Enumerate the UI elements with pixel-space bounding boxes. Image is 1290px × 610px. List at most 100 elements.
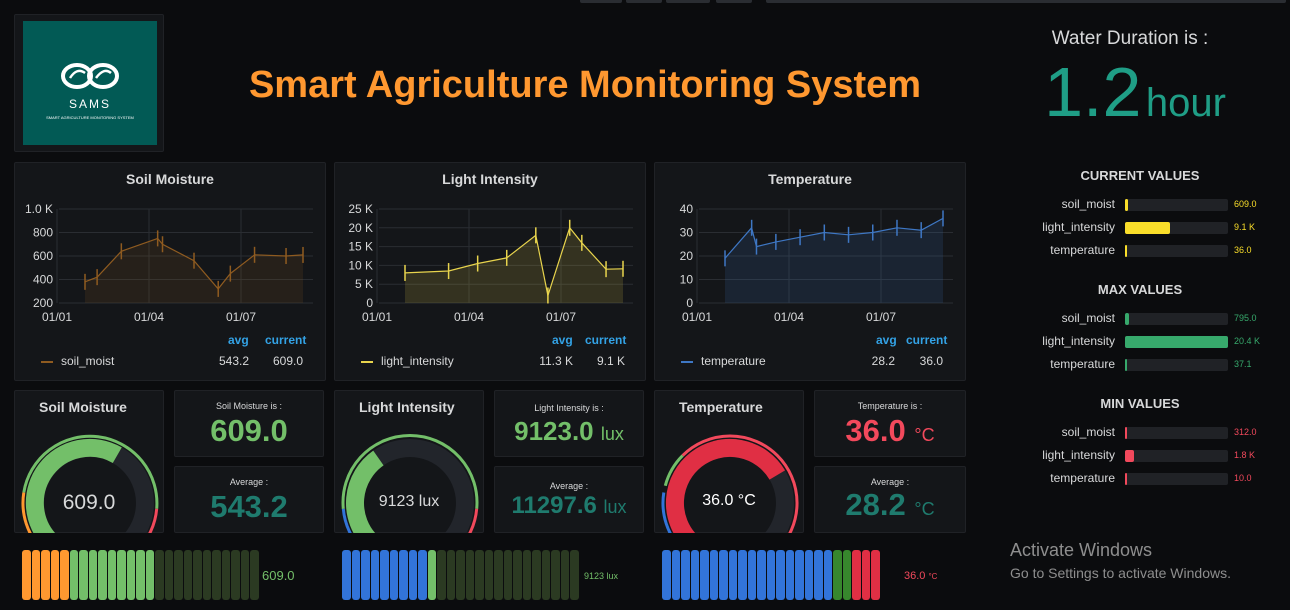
lcd-bar-number: 36.0 — [904, 570, 926, 582]
stat-panel-light-intensity-current[interactable]: Light Intensity is : 9123.0 lux — [494, 390, 644, 457]
bar-gauge-value: 20.4 K — [1234, 336, 1261, 346]
toolbar-button[interactable] — [716, 0, 752, 3]
lcd-cell — [126, 550, 135, 600]
temperature-graph[interactable]: 40 30 20 10 001/01 01/04 01/07 — [655, 193, 967, 353]
lcd-cell — [427, 550, 436, 600]
lcd-cell — [88, 550, 97, 600]
stat-panel-soil-moisture-average[interactable]: Average : 543.2 — [174, 466, 324, 533]
lcd-cell — [60, 550, 69, 600]
bar-gauge-row-light-intensity[interactable]: light_intensity 9.1 K — [1030, 219, 1280, 237]
bar-gauge-value: 36.0 — [1234, 245, 1252, 255]
series-area — [85, 238, 303, 303]
temperature-gauge — [661, 434, 799, 533]
gauge-panel-soil-moisture[interactable]: Soil Moisture 609.0 — [14, 390, 164, 533]
bar-gauge-track — [1125, 313, 1228, 325]
legend-series-name[interactable]: light_intensity — [381, 354, 454, 368]
lcd-cell — [437, 550, 446, 600]
legend-current-value: 36.0 — [919, 354, 943, 368]
graph-panel-temperature[interactable]: Temperature 40 30 20 10 0 01/01 01/04 01/07 avg… — [654, 162, 966, 381]
graph-panel-soil-moisture[interactable]: Soil Moisture 1.0 K 800 600 400 200 01/01 01/0… — [14, 162, 326, 381]
legend-current-header: current — [585, 333, 627, 347]
bar-gauge-value: 1.8 K — [1234, 450, 1256, 460]
lcd-cell — [823, 550, 832, 600]
bar-gauge-row-light-intensity[interactable]: light_intensity 20.4 K — [1030, 333, 1280, 351]
lcd-cell — [342, 550, 351, 600]
leaf-logo-icon — [61, 63, 119, 89]
lcd-cell — [671, 550, 680, 600]
lcd-cell — [484, 550, 493, 600]
bar-gauge-row-soil-moist[interactable]: soil_moist 312.0 — [1030, 424, 1280, 442]
lcd-cell — [370, 550, 379, 600]
stat-number: 9123.0 — [514, 416, 594, 446]
legend-series-name[interactable]: temperature — [701, 354, 766, 368]
stat-number: 28.2 — [845, 487, 906, 522]
toolbar-button[interactable] — [580, 0, 622, 3]
gauge-threshold — [21, 492, 32, 533]
toolbar-button[interactable] — [666, 0, 710, 3]
lcd-cell — [155, 550, 164, 600]
x-tick-label: 01/01 — [42, 310, 72, 324]
gauge-panel-light-intensity[interactable]: Light Intensity 9123 lux — [334, 390, 484, 533]
water-duration-unit: hour — [1145, 81, 1226, 125]
lcd-cell — [690, 550, 699, 600]
gauge-panel-temperature[interactable]: Temperature 36.0 °C — [654, 390, 804, 533]
bar-gauge-track — [1125, 427, 1228, 439]
bar-gauge-fill — [1125, 313, 1130, 325]
bar-gauge-fill — [1125, 450, 1135, 462]
lcd-cell — [250, 550, 259, 600]
lcd-cell — [475, 550, 484, 600]
legend-series-name[interactable]: soil_moist — [61, 354, 115, 368]
bar-gauge-track — [1125, 199, 1228, 211]
legend-color-swatch — [681, 361, 693, 363]
lcd-cell — [766, 550, 775, 600]
lcd-cell — [361, 550, 370, 600]
toolbar-button[interactable] — [626, 0, 662, 3]
lcd-cell — [202, 550, 211, 600]
lcd-cell — [842, 550, 851, 600]
y-tick-label: 1.0 K — [25, 202, 53, 216]
lcd-cell — [446, 550, 455, 600]
toolbar-button[interactable] — [766, 0, 1286, 3]
lcd-cell — [852, 550, 861, 600]
lcd-cell — [728, 550, 737, 600]
stat-number: 609.0 — [210, 413, 288, 448]
light-intensity-graph[interactable]: 25 K 20 K 15 K 10 K 5 K 001/01 01/04 01/07 — [335, 193, 647, 353]
lcd-cell — [351, 550, 360, 600]
bar-gauge-row-soil-moist[interactable]: soil_moist 795.0 — [1030, 310, 1280, 328]
bar-gauge-row-temperature[interactable]: temperature 36.0 — [1030, 242, 1280, 260]
bar-gauge-value: 609.0 — [1234, 199, 1257, 209]
stat-panel-temperature-current[interactable]: Temperature is : 36.0 °C — [814, 390, 966, 457]
bar-gauge-track — [1125, 473, 1228, 485]
stat-caption: Soil Moisture is : — [215, 401, 283, 411]
stat-panel-light-intensity-average[interactable]: Average : 11297.6 lux — [494, 466, 644, 533]
lcd-cell — [700, 550, 709, 600]
stat-panel-soil-moisture-current[interactable]: Soil Moisture is : 609.0 — [174, 390, 324, 457]
lcd-cell — [456, 550, 465, 600]
lcd-cell — [41, 550, 50, 600]
gauge-value: 36.0 °C — [702, 492, 756, 509]
lcd-cell — [418, 550, 427, 600]
lcd-cell — [541, 550, 550, 600]
bar-gauge-row-temperature[interactable]: temperature 37.1 — [1030, 356, 1280, 374]
lcd-cell — [719, 550, 728, 600]
bar-gauge-row-temperature[interactable]: temperature 10.0 — [1030, 470, 1280, 488]
logo-panel: SAMS SMART AGRICULTURE MONITORING SYSTEM — [14, 14, 164, 152]
y-tick-label: 10 — [680, 273, 694, 287]
stat-number: 543.2 — [210, 489, 288, 524]
lcd-cell — [503, 550, 512, 600]
lcd-cell — [164, 550, 173, 600]
stat-panel-temperature-average[interactable]: Average : 28.2 °C — [814, 466, 966, 533]
light-intensity-gauge — [341, 434, 479, 533]
gauge-threshold — [22, 434, 159, 509]
stat-caption: Average : — [549, 481, 589, 491]
lcd-cell — [193, 550, 202, 600]
lcd-cell — [522, 550, 531, 600]
x-tick-label: 01/01 — [682, 310, 712, 324]
bar-gauge-row-soil-moist[interactable]: soil_moist 609.0 — [1030, 196, 1280, 214]
bar-gauge-label: temperature — [1050, 471, 1115, 485]
water-duration-label: Water Duration is : — [1051, 28, 1209, 49]
gauge-threshold — [663, 454, 684, 487]
bar-gauge-row-light-intensity[interactable]: light_intensity 1.8 K — [1030, 447, 1280, 465]
